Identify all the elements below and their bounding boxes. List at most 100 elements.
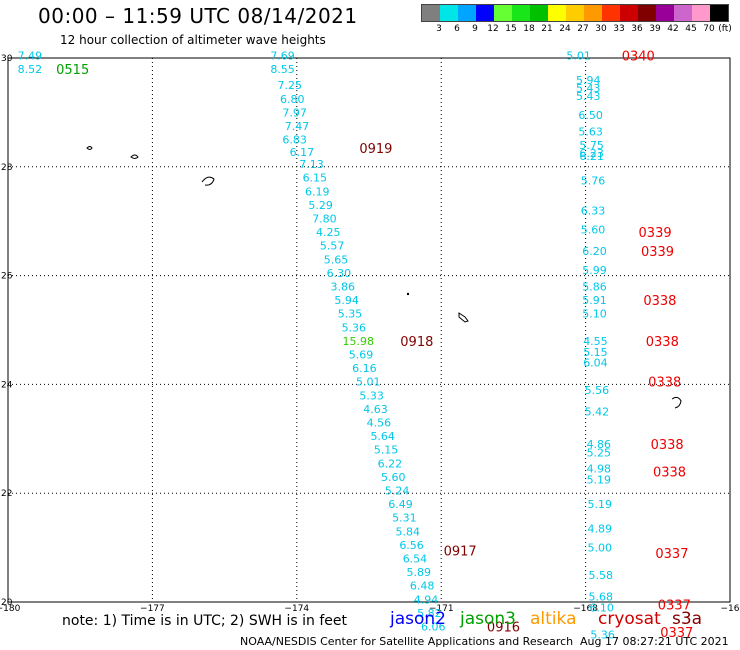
color-scale-label: 9 [472, 24, 478, 34]
pass-time-label: 0338 [651, 438, 684, 453]
wave-height-value: 6.48 [410, 580, 435, 593]
wave-height-value: 7.80 [312, 212, 337, 225]
wave-height-value: 7.69 [270, 49, 295, 62]
color-scale-legend: 3 6 9 12 15 18 21 24 27 30 33 36 39 42 45 70 (ft) [421, 4, 732, 36]
x-tick-label: −168 [573, 604, 598, 614]
pass-time-label: 0338 [646, 335, 679, 350]
wave-height-value: 5.15 [583, 346, 608, 359]
wave-height-value: 5.60 [381, 471, 406, 484]
wave-height-value: 6.15 [303, 172, 328, 185]
color-scale-label: 33 [613, 24, 625, 34]
island-outline [458, 312, 469, 323]
island-outline [201, 176, 215, 186]
plot-border [7, 57, 731, 603]
wave-height-value: 6.10 [589, 601, 614, 614]
color-scale-label: 6 [454, 24, 460, 34]
wave-height-value: 5.89 [407, 566, 432, 579]
satellite-legend-cryosat: cryosat [598, 609, 661, 629]
wave-height-value: 7.13 [299, 158, 324, 171]
wave-height-value: 5.75 [579, 139, 604, 152]
pass-time-label: 0916 [487, 620, 520, 635]
x-tick-label: −177 [140, 604, 165, 614]
wave-height-value: 5.64 [370, 430, 395, 443]
wave-height-value: 8.52 [18, 63, 43, 76]
y-tick-label: 20 [1, 598, 13, 608]
color-swatch [710, 5, 728, 21]
wave-height-value: 7.49 [18, 49, 43, 62]
wave-height-value: 4.98 [587, 463, 612, 476]
pass-time-label: 0337 [655, 547, 688, 562]
chart-subtitle: 12 hour collection of altimeter wave hei… [60, 33, 326, 47]
color-scale-label: 27 [577, 24, 589, 34]
pass-time-label: 0337 [660, 626, 693, 641]
color-swatch [494, 5, 512, 21]
wave-height-value: 6.04 [583, 357, 608, 370]
wave-height-value: 6.16 [352, 362, 377, 375]
color-scale-label: 15 [505, 24, 517, 34]
plot-frame [7, 57, 731, 603]
wave-height-value: 4.86 [587, 438, 612, 451]
color-swatch [638, 5, 656, 21]
color-scale-label: 18 [523, 24, 535, 34]
wave-height-values: 7.498.52 7.698.55 7.256.807.977.476.836.17… [18, 49, 615, 641]
color-scale-label: 45 [685, 24, 697, 34]
wave-height-value: 5.63 [578, 125, 603, 138]
timestamp-text: Aug 17 08:27:21 UTC 2021 [580, 635, 729, 648]
island-outline [130, 154, 139, 159]
wave-height-value: 5.35 [338, 308, 363, 321]
island-outline [406, 292, 410, 296]
wave-height-value: 6.50 [578, 109, 603, 122]
island-outlines [86, 146, 682, 409]
color-swatch [422, 5, 440, 21]
pass-time-labels: 0515 0919 0918 0917 0916 0340 0339 0339 0338 0338… [56, 49, 693, 641]
wave-height-value: 6.06 [421, 620, 446, 633]
island-outline [86, 146, 93, 150]
chart-title: 00:00 – 11:59 UTC 08/14/2021 [38, 4, 358, 28]
color-scale-label: 30 [595, 24, 607, 34]
wave-height-value: 4.56 [367, 416, 392, 429]
satellite-legend-jason3: jason3 [460, 609, 516, 629]
wave-height-value: 5.76 [581, 174, 606, 187]
color-swatch [512, 5, 530, 21]
color-scale-label: 39 [649, 24, 661, 34]
x-tick-label: −174 [284, 604, 309, 614]
wave-height-value: 5.60 [581, 223, 606, 236]
y-tick-label: 28 [1, 163, 13, 173]
wave-height-value: 6.23 [579, 147, 604, 160]
wave-height-value: 6.22 [378, 457, 403, 470]
wave-height-value: 6.80 [280, 93, 305, 106]
y-tick-label: 26 [1, 272, 13, 282]
wave-height-value: 5.19 [588, 498, 613, 511]
color-swatch [674, 5, 692, 21]
wave-height-value: 5.33 [359, 389, 384, 402]
satellite-legend-altika: altika [530, 609, 577, 629]
wave-height-value: 5.94 [576, 74, 601, 87]
wave-height-value: 5.29 [308, 199, 333, 212]
y-tick-label: 22 [1, 489, 12, 499]
wave-height-value: 7.97 [282, 106, 307, 119]
wave-height-value: 8.55 [270, 63, 295, 76]
wave-height-value: 6.19 [305, 185, 330, 198]
wave-height-value: 5.01 [356, 376, 381, 389]
grid-lines [8, 58, 730, 602]
y-tick-label: 24 [1, 380, 13, 390]
wave-height-value: 5.15 [374, 444, 399, 457]
wave-height-value: 5.57 [320, 240, 345, 253]
color-swatch [458, 5, 476, 21]
color-swatch [476, 5, 494, 21]
color-swatch [566, 5, 584, 21]
x-tick-label: −171 [429, 604, 454, 614]
wave-height-value: 5.36 [342, 321, 367, 334]
pass-time-label: 0917 [444, 544, 477, 559]
pass-time-label: 0338 [648, 376, 681, 391]
pass-time-label: 0338 [643, 294, 676, 309]
pass-time-label: 0337 [658, 599, 691, 614]
wave-height-value: 5.99 [582, 264, 607, 277]
color-scale-labels: 3 6 9 12 15 18 21 24 27 30 33 36 39 42 45 70 (ft) [421, 22, 732, 36]
wave-height-value: 4.25 [316, 226, 341, 239]
color-scale-label: 12 [487, 24, 499, 34]
wave-height-value: 15.98 [343, 335, 375, 348]
color-scale-label: 3 [436, 24, 442, 34]
wave-height-value: 5.82 [417, 607, 442, 620]
